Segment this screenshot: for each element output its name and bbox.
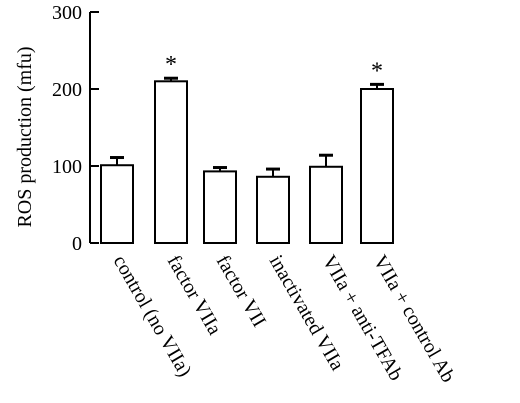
y-tick-label: 300 — [52, 2, 82, 24]
significance-marker: * — [165, 52, 177, 78]
bar — [100, 164, 134, 244]
y-axis-title: ROS production (mfu) — [14, 46, 36, 227]
bar — [309, 165, 343, 245]
y-tick-label: 200 — [52, 79, 82, 101]
y-tick-label: 0 — [72, 233, 82, 255]
y-tick-label: 100 — [52, 156, 82, 178]
axes: 0 100 200 300 — [52, 2, 99, 255]
bars-group: * * — [100, 52, 394, 245]
bar — [360, 88, 394, 244]
bar — [154, 80, 188, 244]
bar — [203, 170, 237, 244]
significance-marker: * — [371, 58, 383, 84]
bar — [256, 175, 290, 244]
